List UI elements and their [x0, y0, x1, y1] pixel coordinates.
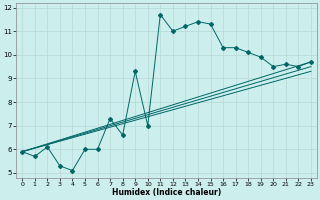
X-axis label: Humidex (Indice chaleur): Humidex (Indice chaleur)	[112, 188, 221, 197]
